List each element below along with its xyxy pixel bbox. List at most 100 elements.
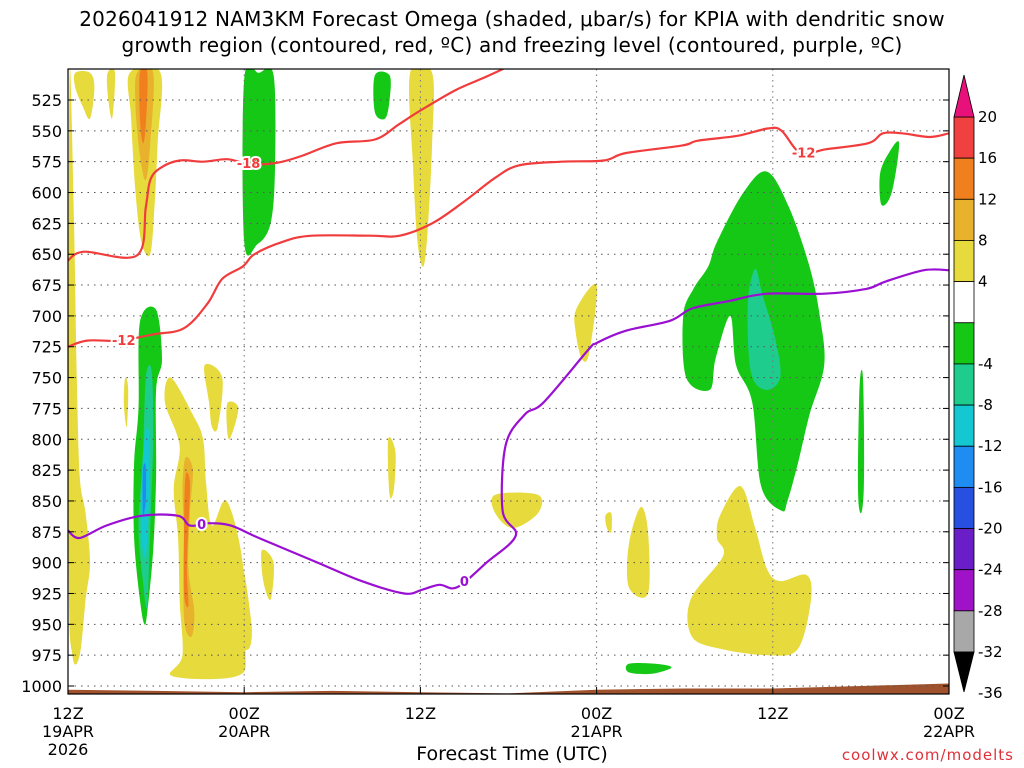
colorbar-bin xyxy=(953,281,975,324)
y-tick-label: 700 xyxy=(31,307,62,326)
colorbar-label: -28 xyxy=(978,602,1003,620)
omega-region-29 xyxy=(879,141,900,206)
contour-label: 0 xyxy=(460,575,469,590)
y-axis-ticks: 525 550 575 600 625 650 675 700 725 750 775 800 825 8… xyxy=(21,91,949,696)
colorbar-bin xyxy=(953,445,975,488)
contour-label: -12 xyxy=(112,334,136,349)
omega-region-16 xyxy=(491,492,543,529)
y-tick-label: 775 xyxy=(31,399,62,418)
y-tick-label: 950 xyxy=(31,615,62,634)
colorbar: 20 16 12 8 4 -4 -8 -12 -16 -20 -24 -28 -32 -36 xyxy=(953,74,1003,702)
colorbar-label: 8 xyxy=(978,231,988,249)
contour-line-1 xyxy=(68,69,506,262)
colorbar-bin xyxy=(953,486,975,529)
omega-region-21 xyxy=(242,69,276,256)
contour-layer: -12 -18 -12 0 0 xyxy=(68,69,949,595)
omega-region-14 xyxy=(409,69,434,267)
colorbar-label: -24 xyxy=(978,561,1003,579)
contour-label: 0 xyxy=(197,518,206,533)
colorbar-bottom-arrow xyxy=(953,651,975,693)
x-tick-label: 12Z xyxy=(52,704,83,723)
x-tick-label: 12Z xyxy=(405,704,436,723)
contour-label: -12 xyxy=(792,147,816,162)
y-tick-label: 825 xyxy=(31,461,62,480)
y-tick-label: 575 xyxy=(31,153,62,172)
colorbar-label: -36 xyxy=(978,684,1003,702)
colorbar-label: -12 xyxy=(978,437,1003,455)
ground-terrain xyxy=(68,683,949,694)
omega-region-4 xyxy=(139,69,148,144)
omega-region-10 xyxy=(261,549,274,601)
omega-region-1 xyxy=(106,69,116,119)
y-tick-label: 900 xyxy=(31,554,62,573)
omega-region-28 xyxy=(747,268,781,391)
omega-region-22 xyxy=(373,71,391,120)
x-tick-label: 21APR xyxy=(571,722,623,741)
colorbar-label: 12 xyxy=(978,190,997,208)
colorbar-bin xyxy=(953,569,975,612)
y-tick-label: 975 xyxy=(31,646,62,665)
omega-region-31 xyxy=(625,663,672,675)
omega-region-19 xyxy=(626,506,650,598)
x-tick-label: 19APR xyxy=(42,722,94,741)
omega-region-13 xyxy=(183,472,191,608)
colorbar-top-arrow xyxy=(953,74,975,118)
x-tick-label: 00Z xyxy=(229,704,260,723)
x-tick-label: 20APR xyxy=(218,722,270,741)
omega-region-18 xyxy=(605,512,612,533)
omega-region-11 xyxy=(237,562,252,650)
colorbar-label: 4 xyxy=(978,273,988,291)
plot-frame xyxy=(67,68,950,695)
omega-region-9 xyxy=(226,401,239,440)
omega-region-26 xyxy=(142,463,147,515)
colorbar-label: -32 xyxy=(978,643,1003,661)
y-tick-label: 600 xyxy=(31,184,62,203)
colorbar-label: -20 xyxy=(978,520,1003,538)
title-line-2: growth region (contoured, red, ºC) and f… xyxy=(121,33,903,57)
colorbar-bin xyxy=(953,404,975,447)
colorbar-bin xyxy=(953,240,975,283)
omega-region-5 xyxy=(68,69,90,665)
omega-region-6 xyxy=(123,377,129,428)
contour-line-0 xyxy=(68,126,949,348)
omega-region-8 xyxy=(204,363,223,432)
y-tick-label: 675 xyxy=(31,276,62,295)
x-tick-label: 00Z xyxy=(933,704,964,723)
omega-region-17 xyxy=(574,283,598,362)
colorbar-bin xyxy=(953,322,975,365)
omega-region-0 xyxy=(73,71,95,120)
credit-text: coolwx.com/modelts xyxy=(841,746,1014,764)
y-tick-label: 750 xyxy=(31,369,62,388)
colorbar-label: -4 xyxy=(978,355,993,373)
y-tick-label: 525 xyxy=(31,91,62,110)
y-tick-label: 650 xyxy=(31,245,62,264)
y-tick-label: 850 xyxy=(31,492,62,511)
colorbar-bin xyxy=(953,610,975,653)
title-line-1: 2026041912 NAM3KM Forecast Omega (shaded… xyxy=(79,7,945,31)
colorbar-bin xyxy=(953,363,975,406)
omega-region-20 xyxy=(687,485,812,656)
chart-title: 2026041912 NAM3KM Forecast Omega (shaded… xyxy=(0,6,1024,58)
x-tick-label: 12Z xyxy=(757,704,788,723)
y-tick-label: 1000 xyxy=(21,677,62,696)
colorbar-label: -16 xyxy=(978,478,1003,496)
x-tick-label: 2026 xyxy=(48,740,89,759)
omega-fill-layer xyxy=(68,69,900,680)
y-tick-label: 875 xyxy=(31,523,62,542)
y-tick-label: 625 xyxy=(31,214,62,233)
omega-region-15 xyxy=(387,437,396,499)
y-tick-label: 550 xyxy=(31,122,62,141)
contour-label: -18 xyxy=(237,157,261,172)
colorbar-bin xyxy=(953,116,975,159)
y-tick-label: 925 xyxy=(31,584,62,603)
ground-layer xyxy=(68,683,949,694)
x-axis-title: Forecast Time (UTC) xyxy=(416,743,608,765)
colorbar-label: 16 xyxy=(978,149,997,167)
colorbar-label: 20 xyxy=(978,108,997,126)
y-tick-label: 800 xyxy=(31,430,62,449)
contour-line-3 xyxy=(68,268,949,595)
colorbar-label: -8 xyxy=(978,396,993,414)
y-tick-label: 725 xyxy=(31,338,62,357)
